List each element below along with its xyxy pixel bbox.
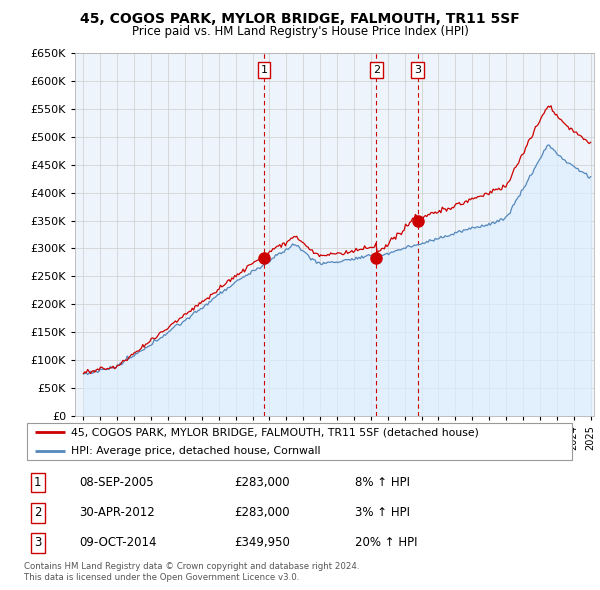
Text: £349,950: £349,950 (234, 536, 290, 549)
Text: 20% ↑ HPI: 20% ↑ HPI (355, 536, 418, 549)
Text: Price paid vs. HM Land Registry's House Price Index (HPI): Price paid vs. HM Land Registry's House … (131, 25, 469, 38)
Text: This data is licensed under the Open Government Licence v3.0.: This data is licensed under the Open Gov… (24, 573, 299, 582)
Text: 09-OCT-2014: 09-OCT-2014 (79, 536, 157, 549)
Text: 3: 3 (414, 65, 421, 75)
Text: 2: 2 (373, 65, 380, 75)
Text: 3: 3 (34, 536, 41, 549)
Text: HPI: Average price, detached house, Cornwall: HPI: Average price, detached house, Corn… (71, 445, 320, 455)
Text: 1: 1 (260, 65, 268, 75)
Text: 1: 1 (34, 476, 41, 489)
Text: 45, COGOS PARK, MYLOR BRIDGE, FALMOUTH, TR11 5SF: 45, COGOS PARK, MYLOR BRIDGE, FALMOUTH, … (80, 12, 520, 26)
Text: Contains HM Land Registry data © Crown copyright and database right 2024.: Contains HM Land Registry data © Crown c… (24, 562, 359, 571)
Text: 08-SEP-2005: 08-SEP-2005 (79, 476, 154, 489)
FancyBboxPatch shape (27, 423, 572, 460)
Text: 45, COGOS PARK, MYLOR BRIDGE, FALMOUTH, TR11 5SF (detached house): 45, COGOS PARK, MYLOR BRIDGE, FALMOUTH, … (71, 427, 479, 437)
Text: 30-APR-2012: 30-APR-2012 (79, 506, 155, 519)
Text: 2: 2 (34, 506, 41, 519)
Text: 8% ↑ HPI: 8% ↑ HPI (355, 476, 410, 489)
Text: £283,000: £283,000 (234, 476, 289, 489)
Text: 3% ↑ HPI: 3% ↑ HPI (355, 506, 410, 519)
Text: £283,000: £283,000 (234, 506, 289, 519)
